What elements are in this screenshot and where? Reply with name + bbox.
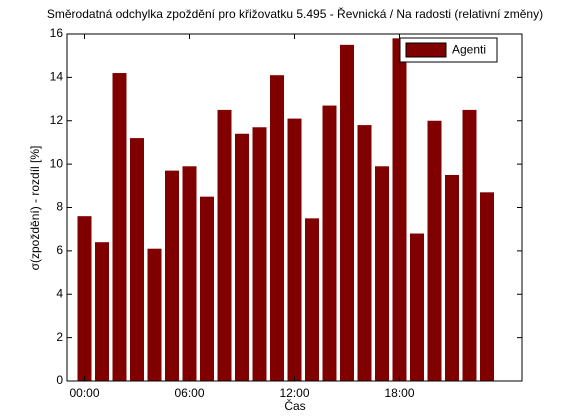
y-tick-label: 2 bbox=[56, 330, 63, 344]
bar bbox=[340, 44, 354, 381]
bar bbox=[357, 125, 372, 382]
bar bbox=[392, 38, 407, 382]
x-tick-label: 12:00 bbox=[279, 386, 309, 400]
bar bbox=[480, 192, 494, 381]
bar bbox=[427, 120, 442, 381]
y-tick-label: 8 bbox=[56, 200, 63, 214]
x-axis-label: Čas bbox=[284, 398, 305, 413]
y-tick-label: 6 bbox=[56, 243, 63, 257]
bar bbox=[462, 109, 477, 381]
y-tick-label: 14 bbox=[50, 70, 64, 84]
bar bbox=[305, 218, 319, 381]
bar bbox=[322, 105, 337, 381]
y-axis-label: σ(zpoždění) - rozdíl [%] bbox=[28, 146, 42, 271]
x-tick-label: 18:00 bbox=[384, 386, 414, 400]
bar bbox=[287, 118, 302, 382]
bar bbox=[182, 166, 197, 381]
bar bbox=[235, 133, 249, 381]
bar bbox=[95, 242, 109, 381]
y-tick-label: 0 bbox=[56, 373, 63, 387]
bar bbox=[200, 196, 214, 381]
bar bbox=[130, 138, 144, 381]
bar bbox=[252, 127, 267, 381]
y-tick-label: 4 bbox=[56, 286, 63, 300]
bar bbox=[217, 109, 232, 381]
legend-label: Agenti bbox=[452, 43, 486, 57]
bar bbox=[147, 248, 162, 381]
x-tick-label: 00:00 bbox=[69, 386, 99, 400]
bar bbox=[112, 73, 127, 381]
y-tick-label: 12 bbox=[50, 113, 64, 127]
bar bbox=[77, 216, 92, 381]
y-tick-label: 10 bbox=[50, 156, 64, 170]
bar bbox=[445, 174, 459, 381]
legend-swatch bbox=[405, 42, 447, 58]
x-tick-label: 06:00 bbox=[174, 386, 204, 400]
bar bbox=[375, 166, 389, 381]
bar bbox=[165, 170, 179, 381]
y-tick-label: 16 bbox=[50, 26, 64, 40]
bar bbox=[270, 75, 284, 382]
chart-title: Směrodatná odchylka zpoždění pro křižova… bbox=[47, 6, 543, 21]
bar bbox=[410, 233, 424, 381]
